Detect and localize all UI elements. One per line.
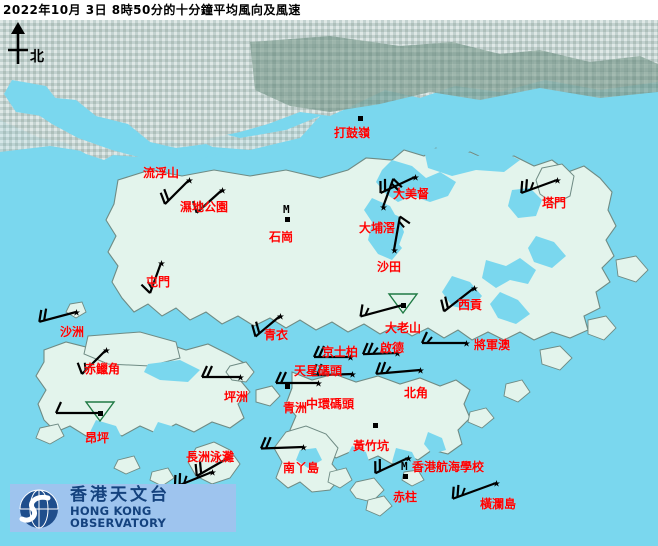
wind-barb-icon <box>76 349 107 375</box>
station-label: 長洲泳灘 <box>186 450 235 464</box>
station-marker-dot <box>417 367 424 374</box>
wind-barb-icon <box>379 176 416 195</box>
station-label: 啟德 <box>380 341 405 355</box>
station-label: 塔門 <box>542 196 567 210</box>
station-marker-dot <box>493 480 500 487</box>
station-label: 橫瀾島 <box>480 497 517 511</box>
wind-barb-icon <box>392 215 411 251</box>
station-label: 大老山 <box>385 321 422 335</box>
wind-barb-icon <box>200 365 240 379</box>
station-label: 赤鱲角 <box>84 362 121 376</box>
station-label: 南丫島 <box>283 461 320 475</box>
wind-barb-icon <box>312 345 350 359</box>
station-marker-dot <box>300 444 307 451</box>
wind-barb-icon <box>440 287 475 313</box>
hong-kong-wind-map[interactable]: 北 打鼓嶺流浮山濕地公園 M 石崗 大埔滘 大美督塔門沙田屯門西貢大老山 沙洲赤鱲角 青衣京… <box>0 20 658 546</box>
station-marker-triangle <box>84 401 116 423</box>
wind-barb-icon <box>420 331 466 345</box>
wind-barb-icon <box>451 481 497 500</box>
station-label: 天星碼頭 <box>294 364 343 378</box>
station-marker-dot <box>394 350 401 357</box>
wind-barb-icon <box>194 457 229 477</box>
north-arrow-icon <box>8 22 28 64</box>
station-label: 濕地公園 <box>180 200 229 214</box>
wind-barb-icon <box>192 189 223 214</box>
station-marker-dot <box>347 354 354 361</box>
station-marker-dot <box>463 340 470 347</box>
station-label: 香港航海學校 <box>412 460 485 474</box>
station-label: 石崗 <box>269 230 294 244</box>
wind-barb-icon <box>375 361 421 375</box>
station-marker-dot <box>554 177 561 184</box>
north-label: 北 <box>30 49 44 65</box>
wind-barb-icon <box>374 457 409 475</box>
wind-barb-icon <box>381 178 403 208</box>
wind-barb-icon <box>38 308 77 323</box>
logo-name-en: HONG KONG OBSERVATORY <box>70 503 167 530</box>
station-label: 青洲 <box>283 401 308 415</box>
station-marker-dot <box>403 474 408 479</box>
station-marker-dot <box>186 177 193 184</box>
station-label: 赤柱 <box>393 490 418 504</box>
wind-barb-icon <box>520 178 558 195</box>
station-marker-dot <box>471 285 478 292</box>
wind-barb-icon <box>54 401 100 415</box>
wind-barb-icon <box>260 436 304 450</box>
logo-name-cn: 香港天文台 <box>70 485 170 506</box>
station-label: 北角 <box>404 386 429 400</box>
wind-barb-icon <box>311 363 353 377</box>
station-marker-dot <box>237 374 244 381</box>
station-label: 沙洲 <box>60 325 85 339</box>
station-label: 中環碼頭 <box>306 397 355 411</box>
station-label: 坪洲 <box>224 390 249 404</box>
wind-barb-icon <box>140 262 163 294</box>
station-marker-dot <box>285 384 290 389</box>
station-marker-dot <box>98 411 103 416</box>
station-marker-dot <box>103 347 110 354</box>
station-marker-triangle <box>387 293 419 315</box>
station-label: 昂坪 <box>85 431 110 445</box>
station-label: 青衣 <box>264 328 289 342</box>
wind-barb-icon <box>251 315 281 338</box>
station-marker-dot <box>73 309 80 316</box>
hko-swirl-logo-icon <box>14 487 64 529</box>
station-marker-dot <box>315 380 322 387</box>
wind-barb-icon <box>159 179 190 205</box>
station-label: 流浮山 <box>143 166 180 180</box>
station-marker-dot <box>209 469 216 476</box>
station-marker-dot <box>358 116 363 121</box>
station-marker-dot <box>380 204 387 211</box>
station-marker-dot <box>401 303 406 308</box>
station-label: 將軍澳 <box>474 338 511 352</box>
station-label: 京士柏 <box>322 345 359 359</box>
station-marker-dot <box>285 217 290 222</box>
station-label: 大美督 <box>393 187 430 201</box>
station-marker-dot <box>405 455 412 462</box>
station-label: 沙田 <box>377 260 402 274</box>
station-label: 打鼓嶺 <box>334 126 371 140</box>
station-marker-dot <box>391 247 398 254</box>
wind-barb-icon <box>173 470 213 489</box>
page-title: 2022年10月 3日 8時50分的十分鐘平均風向及風速 <box>3 3 301 17</box>
station-label: 屯門 <box>146 275 171 289</box>
wind-barb-icon <box>359 303 404 318</box>
station-marker-dot <box>412 174 419 181</box>
map-basemap <box>0 20 658 546</box>
station-label: 西貢 <box>458 298 483 312</box>
station-marker-dot <box>225 455 232 462</box>
station-label: 大埔滘 <box>359 221 396 235</box>
station-marker-dot <box>277 313 284 320</box>
station-label: 黃竹坑 <box>353 439 390 453</box>
calm-wind-indicator: M <box>401 460 408 473</box>
station-marker-dot <box>373 423 378 428</box>
wind-barb-icon <box>274 371 318 385</box>
station-marker-dot <box>219 187 226 194</box>
wind-barb-icon <box>362 342 398 356</box>
calm-wind-indicator: M <box>283 203 290 216</box>
hko-logo: 香港天文台 HONG KONG OBSERVATORY <box>10 484 236 532</box>
station-marker-dot <box>349 371 356 378</box>
